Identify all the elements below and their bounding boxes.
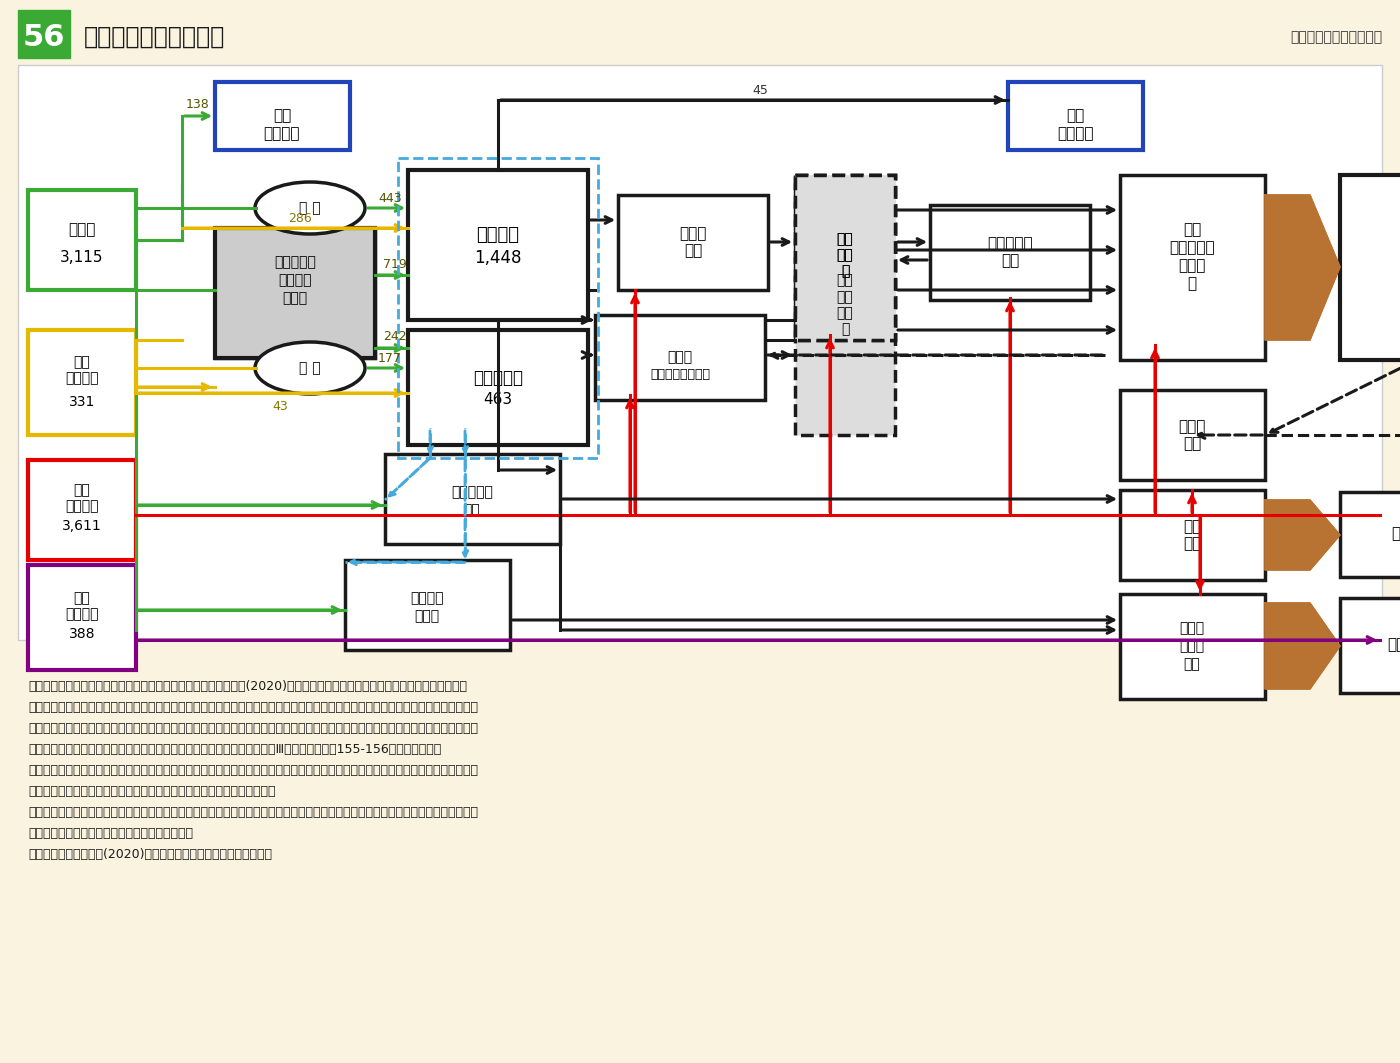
Bar xyxy=(930,205,1091,300)
Bar xyxy=(1340,175,1400,360)
Polygon shape xyxy=(1266,500,1340,570)
Text: メーカー・: メーカー・ xyxy=(1169,240,1215,255)
Text: その他: その他 xyxy=(668,350,693,364)
Text: 直 送: 直 送 xyxy=(300,361,321,375)
Text: 工務店: 工務店 xyxy=(1179,258,1205,273)
Text: 国産材: 国産材 xyxy=(69,222,95,237)
Bar xyxy=(398,158,598,458)
Text: 製品
市場
等: 製品 市場 等 xyxy=(837,232,854,279)
Text: 板工場から直接入荷したものが含まれる。: 板工場から直接入荷したものが含まれる。 xyxy=(28,827,193,840)
Bar xyxy=(1120,594,1266,699)
Text: 輸入: 輸入 xyxy=(74,355,91,369)
Text: エネルギー: エネルギー xyxy=(1387,638,1400,653)
Bar xyxy=(595,315,764,400)
Bar xyxy=(216,227,375,358)
Text: 接入荷した原木が含まれる。「令和３年度森林及び林業の動向」第Ⅲ章第３節（２）155-156ページを参照。: 接入荷した原木が含まれる。「令和３年度森林及び林業の動向」第Ⅲ章第３節（２）15… xyxy=(28,743,441,756)
Bar xyxy=(795,175,895,435)
Text: 輸出: 輸出 xyxy=(1065,108,1084,123)
Ellipse shape xyxy=(255,182,365,234)
Bar xyxy=(1340,492,1400,577)
Text: 製紙
工場: 製紙 工場 xyxy=(1183,519,1201,552)
Bar xyxy=(344,560,510,649)
Text: 工場等: 工場等 xyxy=(414,609,440,623)
Text: （木質ボード等）: （木質ボード等） xyxy=(650,369,710,382)
Text: 注１：主な加工・流通について図示。また、図中の数値は令和２(2020)年の数値で、統計上把握できるものを記載している。: 注１：主な加工・流通について図示。また、図中の数値は令和２(2020)年の数値で… xyxy=(28,680,468,693)
Bar xyxy=(795,175,895,340)
Text: 443: 443 xyxy=(378,191,402,204)
Text: 138: 138 xyxy=(186,99,210,112)
Bar xyxy=(1120,175,1266,360)
Text: （燃料）: （燃料） xyxy=(66,607,99,621)
Text: 住宅: 住宅 xyxy=(1183,222,1201,237)
Text: 輸入: 輸入 xyxy=(74,591,91,605)
Text: 直 送: 直 送 xyxy=(300,201,321,215)
Text: 木材販売: 木材販売 xyxy=(279,273,312,287)
Text: 3,611: 3,611 xyxy=(62,519,102,533)
Text: 331: 331 xyxy=(69,395,95,409)
Text: 463: 463 xyxy=(483,392,512,407)
Bar xyxy=(28,460,136,560)
Text: 製材工場: 製材工場 xyxy=(476,226,519,244)
Text: 388: 388 xyxy=(69,627,95,641)
Bar xyxy=(1340,598,1400,693)
Bar xyxy=(1120,490,1266,580)
Text: （製品）: （製品） xyxy=(66,499,99,513)
Text: 等: 等 xyxy=(1187,276,1197,291)
Text: （丸太）: （丸太） xyxy=(263,126,300,141)
Bar xyxy=(216,82,350,150)
Text: 木材
販売
業者
等: 木材 販売 業者 等 xyxy=(837,273,854,336)
Bar xyxy=(216,227,375,358)
Bar xyxy=(18,10,70,58)
Polygon shape xyxy=(1266,603,1340,689)
Text: 1,448: 1,448 xyxy=(475,249,522,267)
Text: 熱利用: 熱利用 xyxy=(1179,639,1204,653)
Bar xyxy=(1008,82,1142,150)
Bar xyxy=(385,454,560,544)
Text: 業者等: 業者等 xyxy=(283,291,308,305)
Text: 286: 286 xyxy=(288,212,312,224)
Text: ２：「直送」を通過する矢印には、製材工場及び合単板工場が入荷した原木のうち、素材生産業者等から直接入荷した原木のほか、: ２：「直送」を通過する矢印には、製材工場及び合単板工場が入荷した原木のうち、素材… xyxy=(28,701,477,714)
Bar xyxy=(407,330,588,445)
Text: 輸出: 輸出 xyxy=(273,108,291,123)
Text: 発電・: 発電・ xyxy=(1179,621,1204,635)
Text: 3,115: 3,115 xyxy=(60,250,104,265)
Text: 177: 177 xyxy=(378,352,402,365)
Text: チップ
工場: チップ 工場 xyxy=(1179,419,1205,451)
Text: 原木市売市場との間で事前に取り決めた素材の数量、造材方法等に基づき、市場の土場を経由せず、伐採現場や中間土場から直: 原木市売市場との間で事前に取り決めた素材の数量、造材方法等に基づき、市場の土場を… xyxy=(28,722,477,735)
Text: 輸入: 輸入 xyxy=(74,483,91,497)
Text: 56: 56 xyxy=(22,22,66,51)
Ellipse shape xyxy=(255,342,365,394)
Text: 資料：林野庁「令和２(2020)年木材需給表」等を基に林野庁作成。: 資料：林野庁「令和２(2020)年木材需給表」等を基に林野庁作成。 xyxy=(28,848,272,861)
Bar xyxy=(28,190,136,290)
Bar xyxy=(795,175,895,340)
Text: プレカット
工場: プレカット 工場 xyxy=(987,236,1033,268)
Text: 工場: 工場 xyxy=(463,503,480,517)
Bar xyxy=(1120,390,1266,480)
Text: 製品
市場
等: 製品 市場 等 xyxy=(837,232,854,279)
Text: 合単板工場: 合単板工場 xyxy=(473,369,524,387)
Bar xyxy=(18,65,1382,640)
Text: （丸太）: （丸太） xyxy=(66,371,99,385)
Bar xyxy=(407,170,588,320)
Text: 単位：万㎥（丸太换算）: 単位：万㎥（丸太换算） xyxy=(1289,30,1382,44)
Text: 719: 719 xyxy=(384,257,407,270)
Text: 45: 45 xyxy=(752,84,769,97)
Text: （製品）: （製品） xyxy=(1057,126,1093,141)
Text: ４：製材工場及び合単板工場から木材チップ工場及びペレット工場への矢印には、製紙工場、発電・熱利用施設が製材工場及び合単: ４：製材工場及び合単板工場から木材チップ工場及びペレット工場への矢印には、製紙工… xyxy=(28,806,477,819)
Text: 242: 242 xyxy=(384,331,407,343)
Text: ３：点線の枚を通過する矢印には、これらを経由しない木材の流通も含まれる。また、その他の矢印には、木材販売業者等が介在す: ３：点線の枚を通過する矢印には、これらを経由しない木材の流通も含まれる。また、そ… xyxy=(28,764,477,777)
Bar xyxy=(617,195,769,290)
Bar xyxy=(28,330,136,435)
Text: 43: 43 xyxy=(272,400,288,412)
Text: 施設: 施設 xyxy=(1183,657,1200,671)
Text: 木材加工・流通の概観: 木材加工・流通の概観 xyxy=(84,26,225,49)
Polygon shape xyxy=(1266,195,1340,340)
Text: 原木市場・: 原木市場・ xyxy=(274,255,316,269)
Text: 木材チップ: 木材チップ xyxy=(451,485,493,499)
Text: ペレット: ペレット xyxy=(410,591,444,605)
Text: 紙・板紙: 紙・板紙 xyxy=(1392,526,1400,541)
Text: る場合が含まれる（ただし、「直送」を通過するものを除く。）。: る場合が含まれる（ただし、「直送」を通過するものを除く。）。 xyxy=(28,784,276,798)
Bar xyxy=(28,566,136,670)
Text: 集成材
工場: 集成材 工場 xyxy=(679,225,707,258)
